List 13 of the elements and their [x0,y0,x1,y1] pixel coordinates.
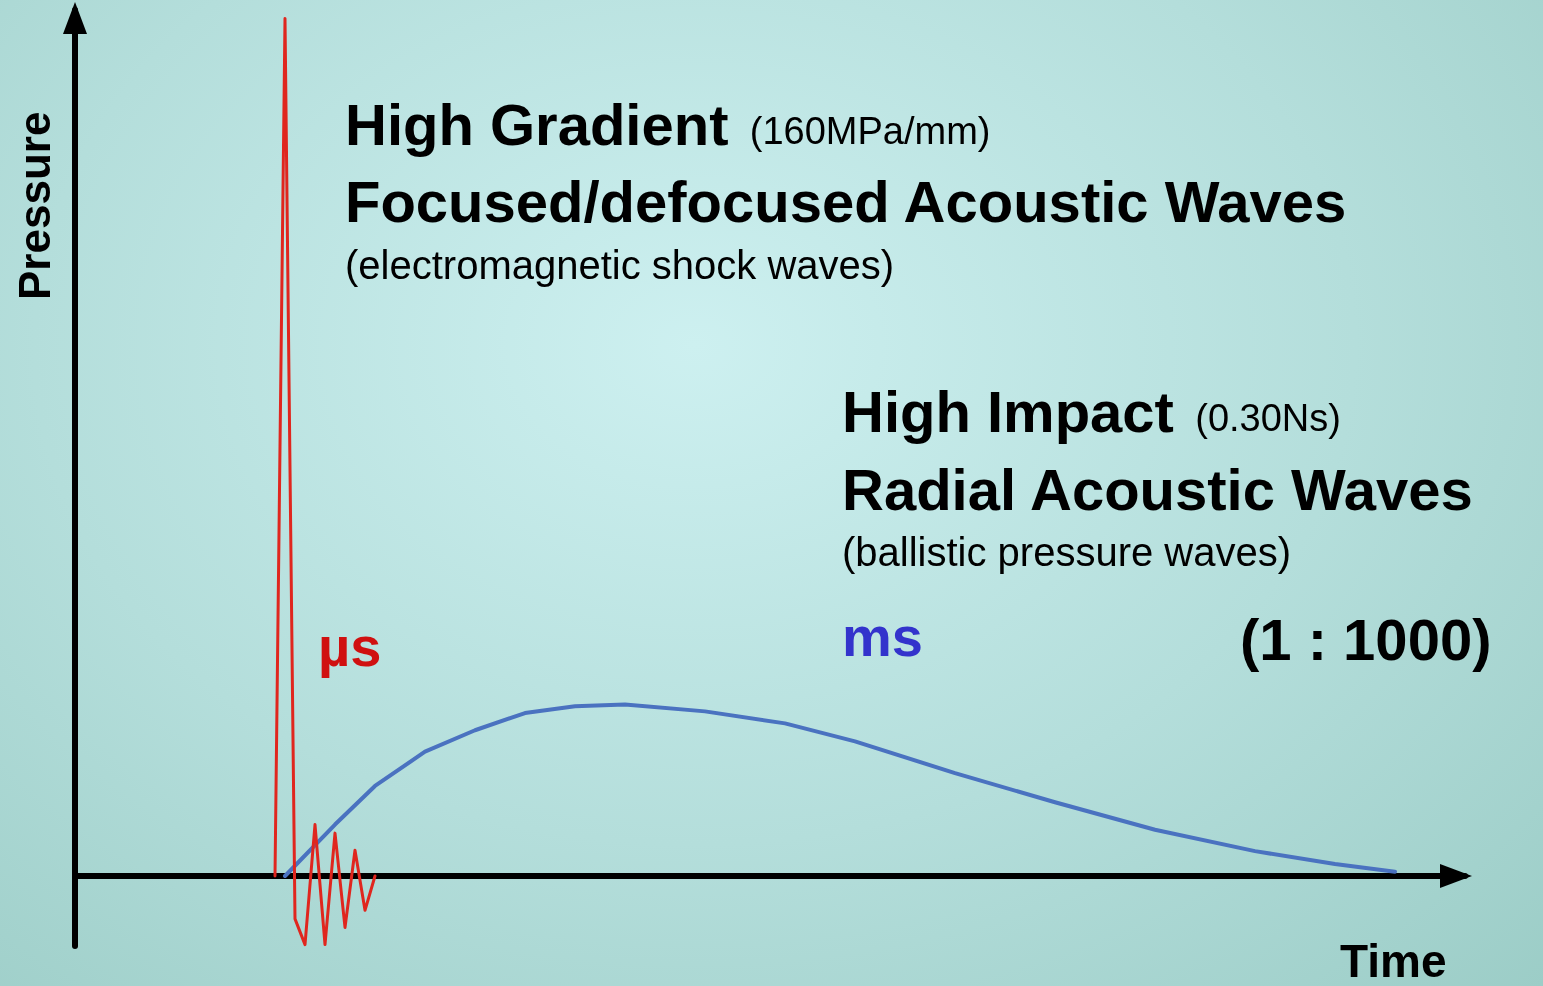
annotation: (0.30Ns) [1195,397,1341,439]
annotation: (electromagnetic shock waves) [345,243,895,287]
annotation: Radial Acoustic Waves [842,456,1473,522]
annotation: High Gradient [345,91,729,157]
annotation: High Impact [842,378,1174,444]
annotation: (160MPa/mm) [749,110,991,152]
y-axis-title: Pressure [9,111,59,300]
x-axis-title: Time [1340,935,1447,986]
annotation: (1 : 1000) [1240,606,1492,672]
annotation: µs [318,614,382,678]
annotation: Focused/defocused Acoustic Waves [345,168,1347,234]
annotation: (ballistic pressure waves) [842,530,1292,574]
annotation: ms [842,604,923,668]
